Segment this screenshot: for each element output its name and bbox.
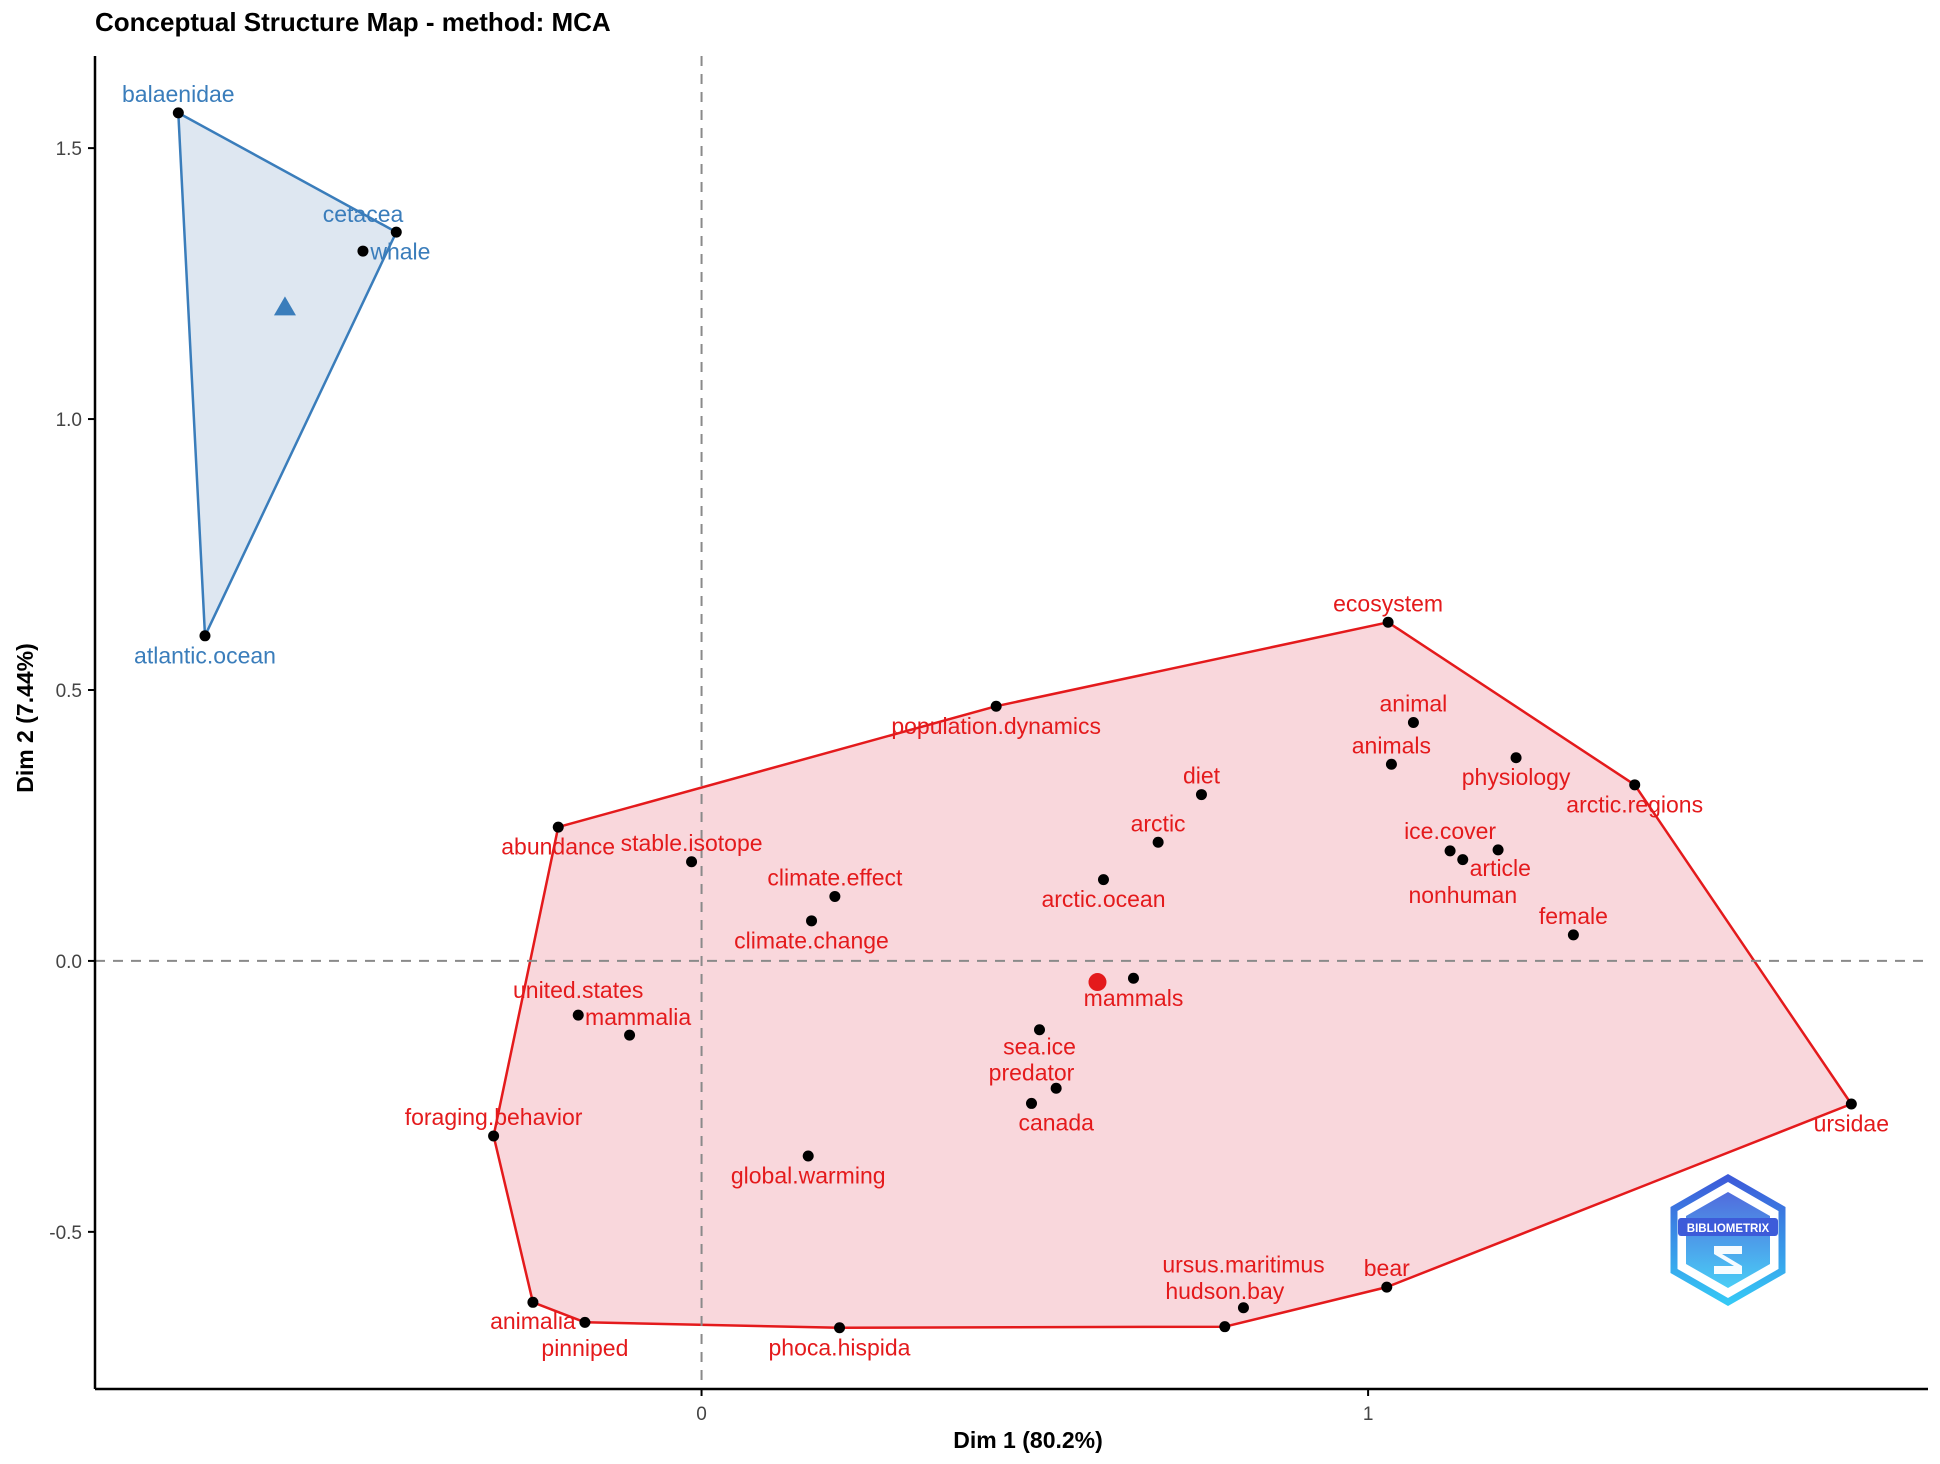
label-climate-effect: climate.effect bbox=[767, 865, 903, 891]
label-climate-change: climate.change bbox=[734, 927, 889, 953]
label-ursidae: ursidae bbox=[1814, 1111, 1889, 1137]
axis-ticks: -0.5 0.0 0.5 1.0 1.5 0 1 bbox=[49, 139, 1373, 1425]
label-arctic-regions: arctic.regions bbox=[1566, 792, 1703, 818]
cluster-centroid-1 bbox=[273, 296, 296, 316]
point-pinniped bbox=[579, 1316, 591, 1328]
label-ursus-maritimus: ursus.maritimus bbox=[1162, 1251, 1324, 1277]
point-united-states bbox=[572, 1009, 584, 1021]
point-nonhuman bbox=[1457, 854, 1469, 866]
point-bear bbox=[1381, 1281, 1393, 1293]
x-tick-label: 1 bbox=[1363, 1404, 1374, 1425]
point-atlantic-ocean bbox=[199, 630, 211, 642]
y-tick-label: -0.5 bbox=[49, 1223, 82, 1244]
point-climate-change bbox=[806, 915, 818, 927]
label-hudson-bay: hudson.bay bbox=[1165, 1278, 1284, 1304]
bibliometrix-logo: BIBLIOMETRIX bbox=[1670, 1173, 1786, 1307]
x-tick-label: 0 bbox=[696, 1404, 707, 1425]
point-animal bbox=[1407, 717, 1419, 728]
label-global-warming: global.warming bbox=[731, 1163, 886, 1189]
point-ecosystem bbox=[1382, 616, 1394, 628]
data-points bbox=[172, 107, 1857, 1334]
label-balaenidae: balaenidae bbox=[122, 81, 235, 107]
cluster-centroid-2 bbox=[1088, 973, 1107, 992]
label-ice-cover: ice.cover bbox=[1404, 818, 1496, 844]
point-ice-cover bbox=[1444, 845, 1456, 857]
label-female: female bbox=[1539, 903, 1608, 929]
label-atlantic-ocean: atlantic.ocean bbox=[134, 642, 276, 668]
label-whale: whale bbox=[369, 239, 430, 265]
label-animalia: animalia bbox=[490, 1308, 576, 1334]
label-predator: predator bbox=[989, 1060, 1075, 1086]
y-tick-label: 0.5 bbox=[56, 681, 82, 702]
x-axis-title: Dim 1 (80.2%) bbox=[953, 1427, 1103, 1453]
chart-title: Conceptual Structure Map - method: MCA bbox=[95, 7, 611, 37]
y-tick-label: 1.5 bbox=[56, 139, 82, 160]
cluster-hull-2 bbox=[492, 621, 1853, 1330]
label-bear: bear bbox=[1364, 1255, 1410, 1281]
label-physiology: physiology bbox=[1462, 764, 1571, 790]
point-mammalia bbox=[624, 1029, 636, 1041]
label-mammals: mammals bbox=[1084, 985, 1184, 1011]
label-pinniped: pinniped bbox=[541, 1335, 628, 1361]
point-article bbox=[1492, 844, 1504, 856]
point-whale bbox=[390, 226, 402, 238]
point-sea-ice bbox=[1033, 1024, 1045, 1036]
label-abundance: abundance bbox=[501, 834, 615, 860]
point-foraging-behavior bbox=[488, 1130, 500, 1142]
cluster-hull-1 bbox=[177, 111, 398, 638]
label-foraging-behavior: foraging.behavior bbox=[405, 1104, 583, 1130]
label-sea-ice: sea.ice bbox=[1003, 1034, 1076, 1060]
point-stable-isotope bbox=[686, 856, 698, 868]
label-article: article bbox=[1470, 855, 1531, 881]
point-physiology bbox=[1510, 752, 1522, 764]
label-mammalia: mammalia bbox=[585, 1004, 691, 1030]
point-labels: balaenidae whale cetacea atlantic.ocean ecos… bbox=[122, 81, 1889, 1361]
y-axis-title: Dim 2 (7.44%) bbox=[12, 643, 38, 793]
logo-text: BIBLIOMETRIX bbox=[1687, 1223, 1770, 1235]
label-nonhuman: nonhuman bbox=[1408, 882, 1517, 908]
label-animal: animal bbox=[1380, 691, 1448, 717]
point-arctic bbox=[1152, 836, 1164, 848]
y-tick-label: 0.0 bbox=[56, 952, 82, 973]
point-balaenidae bbox=[172, 107, 184, 119]
point-cetacea bbox=[357, 245, 369, 257]
label-united-states: united.states bbox=[513, 977, 643, 1003]
point-arctic-regions bbox=[1629, 779, 1641, 791]
point-canada bbox=[1050, 1082, 1062, 1094]
point-animalia bbox=[527, 1296, 539, 1308]
cluster-hulls bbox=[177, 111, 1853, 1330]
label-diet: diet bbox=[1183, 763, 1221, 789]
label-ecosystem: ecosystem bbox=[1333, 590, 1443, 616]
label-cetacea: cetacea bbox=[323, 201, 404, 227]
label-population-dynamics: population.dynamics bbox=[891, 713, 1101, 739]
label-animals: animals bbox=[1352, 732, 1431, 758]
point-phoca-hispida bbox=[834, 1322, 846, 1334]
point-global-warming bbox=[802, 1150, 814, 1162]
point-animals bbox=[1385, 758, 1397, 770]
point-climate-effect bbox=[829, 890, 841, 902]
label-canada: canada bbox=[1018, 1110, 1094, 1136]
label-phoca-hispida: phoca.hispida bbox=[769, 1334, 911, 1360]
point-population-dynamics bbox=[990, 700, 1002, 712]
point-arctic-ocean bbox=[1097, 874, 1109, 886]
point-mammals bbox=[1127, 972, 1139, 984]
point-hudson-bay bbox=[1219, 1321, 1231, 1333]
point-female bbox=[1567, 929, 1579, 941]
y-tick-label: 1.0 bbox=[56, 410, 82, 431]
point-abundance bbox=[552, 821, 564, 833]
point-ursidae bbox=[1845, 1098, 1857, 1110]
point-predator bbox=[1025, 1097, 1037, 1109]
label-arctic-ocean: arctic.ocean bbox=[1041, 886, 1165, 912]
point-diet bbox=[1195, 789, 1207, 801]
label-arctic: arctic bbox=[1131, 810, 1186, 836]
point-ursus-maritimus bbox=[1237, 1302, 1249, 1314]
label-stable-isotope: stable.isotope bbox=[621, 830, 763, 856]
